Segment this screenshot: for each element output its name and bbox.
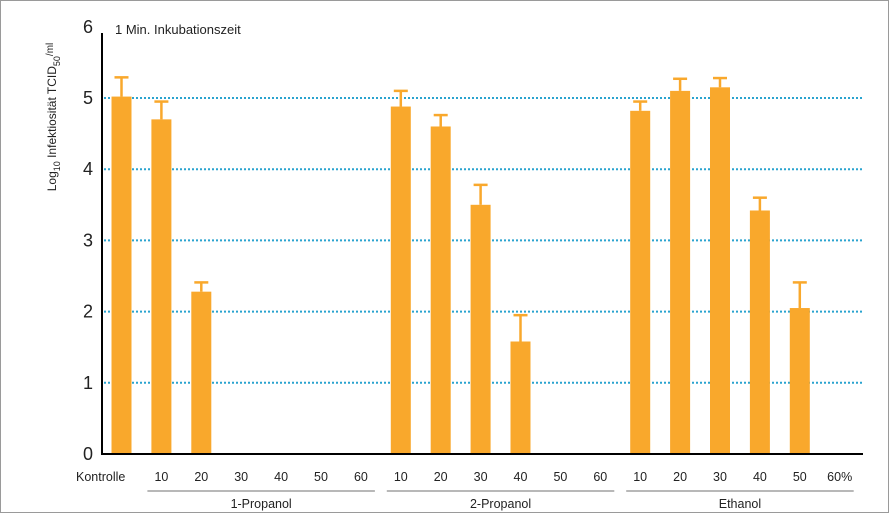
x-tick-label: 10 xyxy=(633,470,647,484)
ylabel-suffix: /ml xyxy=(45,43,56,56)
y-tick-label: 0 xyxy=(83,444,93,464)
x-tick-label: 40 xyxy=(514,470,528,484)
x-tick-label: 40 xyxy=(274,470,288,484)
x-tick-label: 60 xyxy=(593,470,607,484)
x-tick-label: 30 xyxy=(234,470,248,484)
group-label: 1-Propanol xyxy=(231,497,292,511)
x-tick-label: 20 xyxy=(434,470,448,484)
x-tick-label: 40 xyxy=(753,470,767,484)
bar xyxy=(191,292,211,454)
bar xyxy=(511,342,531,454)
y-tick-labels: 0 1 2 3 4 5 6 xyxy=(83,17,93,464)
x-tick-label: 50 xyxy=(314,470,328,484)
bar xyxy=(391,107,411,454)
y-tick-label: 6 xyxy=(83,17,93,37)
y-tick-label: 2 xyxy=(83,302,93,322)
x-tick-label: 60 xyxy=(354,470,368,484)
y-tick-label: 1 xyxy=(83,373,93,393)
ylabel-prefix-sub: 10 xyxy=(52,161,62,171)
bar xyxy=(112,97,132,454)
bars xyxy=(112,77,810,454)
y-tick-label: 4 xyxy=(83,159,93,179)
bar xyxy=(750,210,770,454)
group-label: Ethanol xyxy=(719,497,761,511)
y-axis-label: Log10 Infektiosität TCID50/ml xyxy=(45,43,62,192)
x-tick-label: 10 xyxy=(394,470,408,484)
group-brackets: 1-Propanol 2-Propanol Ethanol xyxy=(147,491,853,511)
bar xyxy=(790,308,810,454)
bar xyxy=(431,126,451,454)
y-tick-label: 5 xyxy=(83,88,93,108)
ylabel-main-sub: 50 xyxy=(52,56,62,66)
x-tick-label: Kontrolle xyxy=(76,470,125,484)
x-tick-label: 30 xyxy=(474,470,488,484)
x-tick-label: 20 xyxy=(673,470,687,484)
group-label: 2-Propanol xyxy=(470,497,531,511)
bar xyxy=(471,205,491,454)
x-tick-label: 10 xyxy=(154,470,168,484)
x-tick-labels: Kontrolle 10 20 30 40 50 60 10 20 30 40 50 60 10 20 30 4… xyxy=(76,470,852,484)
bar xyxy=(630,111,650,454)
x-tick-label: 50 xyxy=(553,470,567,484)
bar xyxy=(670,91,690,454)
x-tick-label: 30 xyxy=(713,470,727,484)
ylabel-prefix: Log xyxy=(45,171,59,191)
bar xyxy=(710,87,730,454)
x-tick-label: 60% xyxy=(827,470,852,484)
bar xyxy=(151,119,171,454)
x-tick-label: 20 xyxy=(194,470,208,484)
y-tick-label: 3 xyxy=(83,230,93,250)
ylabel-main: Infektiosität TCID xyxy=(45,66,59,161)
incubation-annotation: 1 Min. Inkubationszeit xyxy=(115,22,241,37)
x-tick-label: 50 xyxy=(793,470,807,484)
